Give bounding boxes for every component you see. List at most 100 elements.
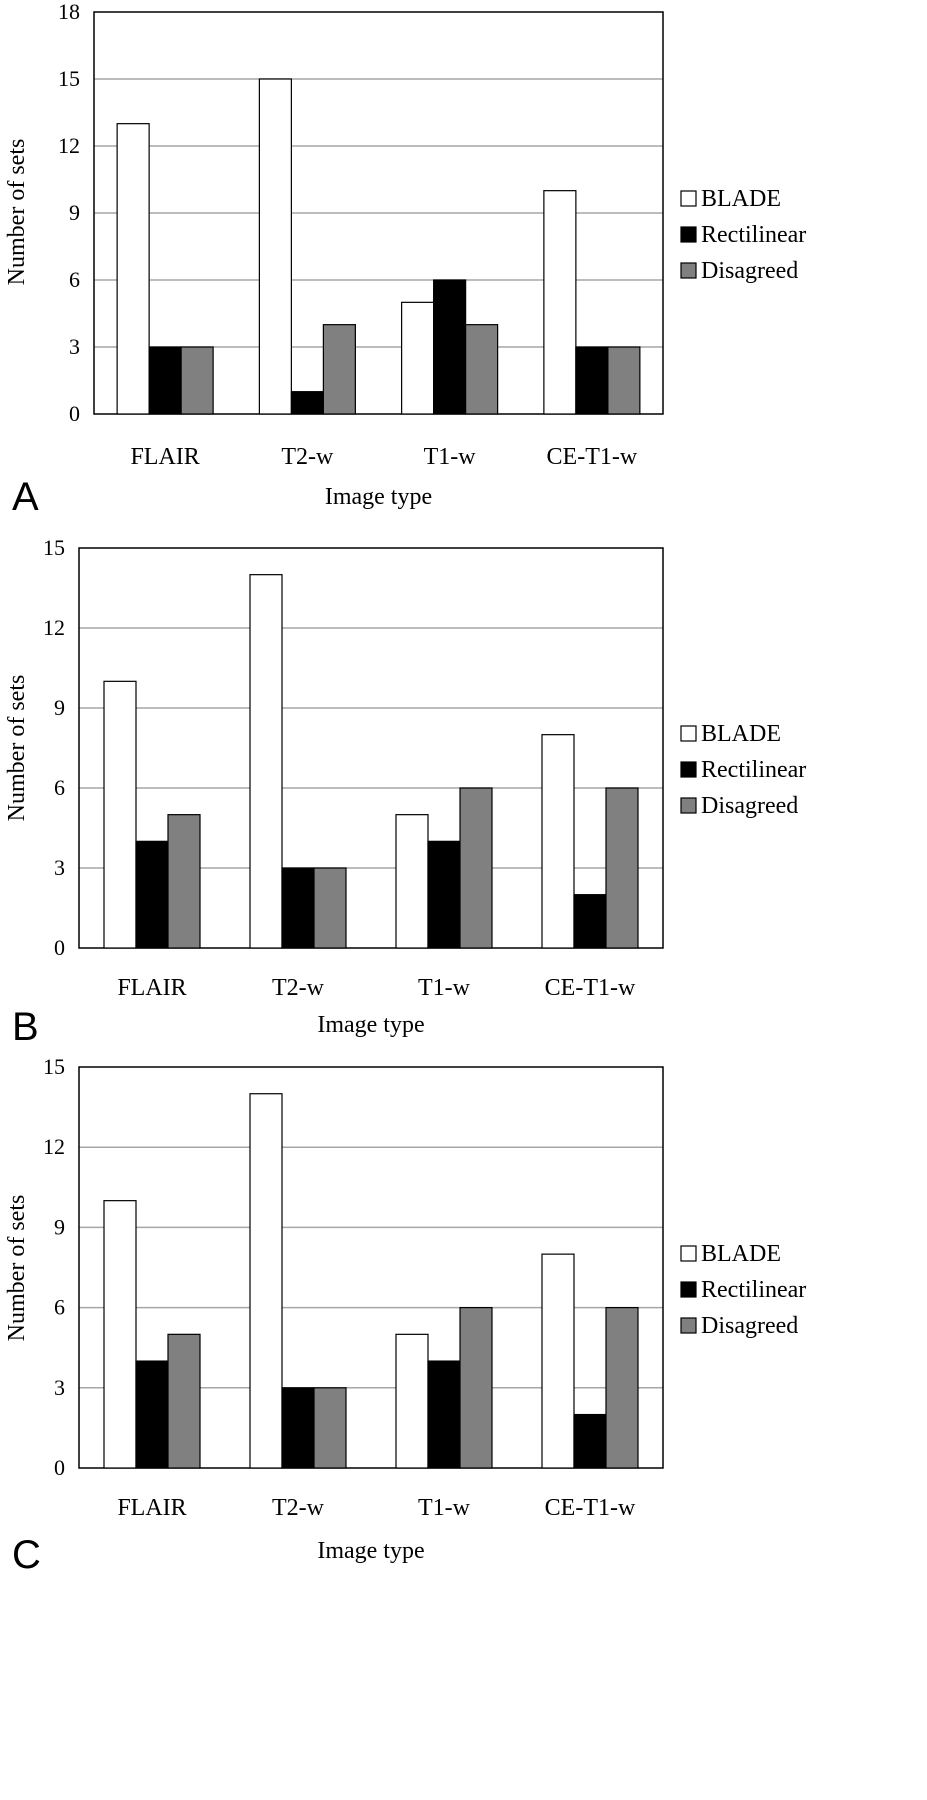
panel-label: B bbox=[12, 1005, 39, 1049]
legend-swatch-rectilinear bbox=[680, 1281, 697, 1298]
bar-blade-ce-t1-w bbox=[541, 1253, 575, 1469]
chart-panel-a: 0 3 6 9 12 15 18 FLAIR T2-w T1-w CE-T1-w Image type… bbox=[4, 0, 806, 519]
legend: BLADE Rectilinear Disagreed bbox=[680, 721, 806, 819]
bar-rectilinear-t1-w bbox=[427, 1360, 461, 1469]
bar-disagreed-ce-t1-w bbox=[605, 1306, 639, 1469]
y-tick-label: 3 bbox=[54, 1375, 65, 1400]
y-axis-title: Number of sets bbox=[4, 139, 30, 286]
plot-area-frame bbox=[78, 1066, 664, 1469]
bar-disagreed-t1-w bbox=[459, 787, 493, 949]
y-tick-label: 0 bbox=[54, 1455, 65, 1480]
legend-label-blade: BLADE bbox=[701, 1241, 781, 1267]
bar-disagreed-t1-w bbox=[459, 1306, 493, 1469]
bar-rectilinear-flair bbox=[135, 840, 169, 949]
bar-blade-t1-w bbox=[395, 1333, 429, 1469]
bar-disagreed-ce-t1-w bbox=[605, 787, 639, 949]
legend-swatch-rectilinear bbox=[680, 226, 697, 243]
x-axis-title: Image type bbox=[317, 1012, 424, 1038]
bar-blade-flair bbox=[103, 680, 137, 949]
bar-disagreed-t1-w bbox=[465, 324, 499, 415]
panel-label: C bbox=[12, 1533, 41, 1577]
y-tick-label: 12 bbox=[43, 1134, 65, 1159]
y-tick-label: 18 bbox=[58, 0, 80, 24]
bar-blade-t2-w bbox=[249, 574, 283, 949]
legend-swatch-blade bbox=[680, 725, 697, 742]
bar-rectilinear-ce-t1-w bbox=[573, 1413, 607, 1469]
bar-rectilinear-flair bbox=[148, 346, 182, 415]
bar-rectilinear-ce-t1-w bbox=[573, 894, 607, 949]
panel-label: A bbox=[12, 475, 39, 519]
y-tick-label: 0 bbox=[54, 935, 65, 960]
bar-rectilinear-ce-t1-w bbox=[575, 346, 609, 415]
bar-rectilinear-t2-w bbox=[281, 867, 315, 949]
x-axis-title: Image type bbox=[317, 1538, 424, 1564]
x-category-label: FLAIR bbox=[130, 444, 199, 470]
legend-swatch-disagreed bbox=[680, 1317, 697, 1334]
x-category-label: CE-T1-w bbox=[547, 444, 638, 470]
bar-disagreed-t2-w bbox=[322, 324, 356, 415]
y-tick-label: 15 bbox=[43, 535, 65, 560]
y-axis-title: Number of sets bbox=[4, 1195, 30, 1342]
legend-swatch-rectilinear bbox=[680, 761, 697, 778]
bar-disagreed-flair bbox=[167, 1333, 201, 1469]
plot-area-frame bbox=[93, 11, 664, 415]
x-category-label: FLAIR bbox=[117, 975, 186, 1001]
bar-blade-flair bbox=[116, 123, 150, 415]
bar-rectilinear-t2-w bbox=[290, 391, 324, 415]
y-tick-label: 12 bbox=[43, 615, 65, 640]
legend-label-rectilinear: Rectilinear bbox=[701, 1277, 806, 1303]
x-category-label: FLAIR bbox=[117, 1495, 186, 1521]
y-tick-label: 15 bbox=[43, 1054, 65, 1079]
chart-panel-c: 0 3 6 9 12 15 FLAIR T2-w T1-w CE-T1-w Image type Nu… bbox=[4, 1054, 806, 1577]
chart-panel-b: 0 3 6 9 12 15 FLAIR T2-w T1-w CE-T1-w Image type Nu… bbox=[4, 535, 806, 1049]
x-category-label: T2-w bbox=[281, 444, 334, 470]
y-tick-label: 0 bbox=[69, 401, 80, 426]
bar-disagreed-ce-t1-w bbox=[607, 346, 641, 415]
legend-label-disagreed: Disagreed bbox=[701, 258, 798, 284]
legend-swatch-blade bbox=[680, 1245, 697, 1262]
x-category-label: T2-w bbox=[272, 975, 325, 1001]
bar-blade-ce-t1-w bbox=[541, 734, 575, 949]
plot-area-frame bbox=[78, 547, 664, 949]
y-tick-label: 6 bbox=[54, 1295, 65, 1320]
x-category-label: T1-w bbox=[418, 1495, 471, 1521]
bar-rectilinear-t2-w bbox=[281, 1387, 315, 1469]
bar-disagreed-t2-w bbox=[313, 1387, 347, 1469]
x-category-label: T1-w bbox=[418, 975, 471, 1001]
x-category-label: CE-T1-w bbox=[545, 1495, 636, 1521]
bar-blade-t2-w bbox=[249, 1093, 283, 1469]
y-tick-label: 6 bbox=[69, 267, 80, 292]
bar-blade-t1-w bbox=[401, 301, 435, 415]
legend-swatch-blade bbox=[680, 190, 697, 207]
y-tick-label: 3 bbox=[69, 334, 80, 359]
bar-disagreed-flair bbox=[180, 346, 214, 415]
x-category-label: CE-T1-w bbox=[545, 975, 636, 1001]
legend-label-rectilinear: Rectilinear bbox=[701, 757, 806, 783]
x-category-label: T1-w bbox=[424, 444, 477, 470]
legend-label-rectilinear: Rectilinear bbox=[701, 222, 806, 248]
bar-disagreed-flair bbox=[167, 814, 201, 949]
bar-blade-t1-w bbox=[395, 814, 429, 949]
y-tick-label: 9 bbox=[54, 695, 65, 720]
legend-swatch-disagreed bbox=[680, 262, 697, 279]
legend-label-disagreed: Disagreed bbox=[701, 793, 798, 819]
x-category-label: T2-w bbox=[272, 1495, 325, 1521]
y-axis-title: Number of sets bbox=[4, 675, 30, 822]
bar-blade-t2-w bbox=[258, 78, 292, 415]
y-tick-label: 9 bbox=[54, 1214, 65, 1239]
bar-disagreed-t2-w bbox=[313, 867, 347, 949]
bar-blade-ce-t1-w bbox=[543, 190, 577, 415]
legend-label-disagreed: Disagreed bbox=[701, 1313, 798, 1339]
y-tick-label: 9 bbox=[69, 200, 80, 225]
x-axis-title: Image type bbox=[325, 484, 432, 510]
y-tick-label: 12 bbox=[58, 133, 80, 158]
bar-rectilinear-flair bbox=[135, 1360, 169, 1469]
bar-blade-flair bbox=[103, 1200, 137, 1469]
y-tick-label: 3 bbox=[54, 855, 65, 880]
y-tick-label: 15 bbox=[58, 66, 80, 91]
y-tick-label: 6 bbox=[54, 775, 65, 800]
legend-label-blade: BLADE bbox=[701, 186, 781, 212]
legend: BLADE Rectilinear Disagreed bbox=[680, 186, 806, 284]
bar-rectilinear-t1-w bbox=[427, 840, 461, 949]
